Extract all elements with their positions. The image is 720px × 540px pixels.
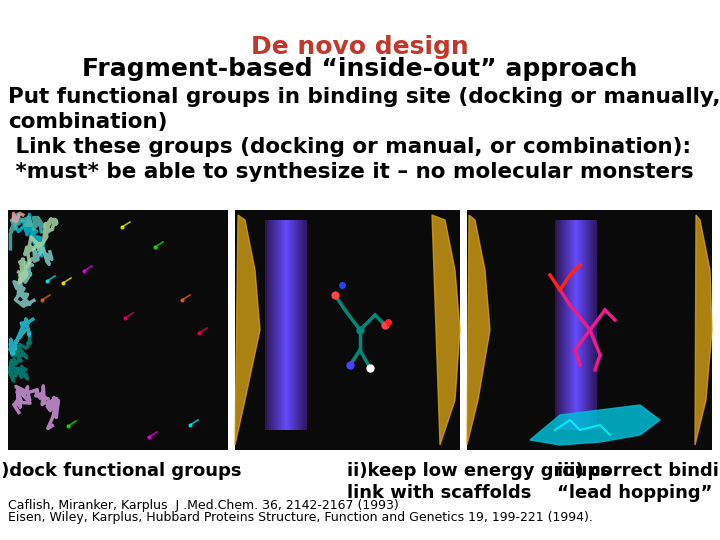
Text: De novo design: De novo design bbox=[251, 35, 469, 59]
Bar bbox=[585, 220, 589, 430]
Bar bbox=[301, 220, 305, 430]
Bar bbox=[277, 220, 281, 430]
Bar bbox=[567, 220, 571, 430]
Bar bbox=[571, 220, 575, 430]
Text: ii)keep low energy groups
link with scaffolds: ii)keep low energy groups link with scaf… bbox=[347, 462, 611, 502]
Bar bbox=[275, 220, 279, 430]
Bar bbox=[565, 220, 569, 430]
Polygon shape bbox=[432, 215, 460, 445]
Bar bbox=[303, 220, 307, 430]
Bar bbox=[8, 210, 228, 450]
Bar bbox=[295, 220, 299, 430]
Bar bbox=[593, 220, 597, 430]
Bar bbox=[591, 220, 595, 430]
Text: Link these groups (docking or manual, or combination):
 *must* be able to synthe: Link these groups (docking or manual, or… bbox=[8, 137, 693, 182]
Bar bbox=[273, 220, 277, 430]
Bar bbox=[569, 220, 573, 430]
Bar bbox=[579, 220, 583, 430]
Polygon shape bbox=[235, 215, 260, 445]
Bar bbox=[559, 220, 563, 430]
Bar bbox=[589, 220, 593, 430]
Text: Eisen, Wiley, Karplus, Hubbard Proteins Structure, Function and Genetics 19, 199: Eisen, Wiley, Karplus, Hubbard Proteins … bbox=[8, 511, 593, 524]
Bar bbox=[583, 220, 587, 430]
Bar bbox=[563, 220, 567, 430]
Bar bbox=[271, 220, 275, 430]
Text: Put functional groups in binding site (docking or manually, or
combination): Put functional groups in binding site (d… bbox=[8, 87, 720, 132]
Bar bbox=[281, 220, 285, 430]
Bar bbox=[283, 220, 287, 430]
Bar bbox=[269, 220, 273, 430]
Text: iii) correct binding site, but ≠ too;
“lead hopping”: iii) correct binding site, but ≠ too; “l… bbox=[557, 462, 720, 502]
Text: i)dock functional groups: i)dock functional groups bbox=[0, 462, 241, 480]
Polygon shape bbox=[467, 215, 490, 445]
Bar bbox=[285, 220, 289, 430]
Bar bbox=[573, 220, 577, 430]
Bar bbox=[467, 210, 712, 450]
Bar bbox=[555, 220, 559, 430]
Bar bbox=[287, 220, 291, 430]
Bar bbox=[297, 220, 301, 430]
Bar bbox=[267, 220, 271, 430]
Bar bbox=[577, 220, 581, 430]
Bar bbox=[299, 220, 303, 430]
Bar bbox=[289, 220, 293, 430]
Polygon shape bbox=[530, 405, 660, 445]
Bar bbox=[587, 220, 591, 430]
Bar bbox=[291, 220, 295, 430]
Bar bbox=[581, 220, 585, 430]
Text: Fragment-based “inside-out” approach: Fragment-based “inside-out” approach bbox=[82, 57, 638, 81]
Polygon shape bbox=[695, 215, 712, 445]
Bar bbox=[293, 220, 297, 430]
Bar bbox=[575, 220, 579, 430]
Bar bbox=[235, 210, 460, 450]
Text: Caflish, Miranker, Karplus  J .Med.Chem. 36, 2142-2167 (1993): Caflish, Miranker, Karplus J .Med.Chem. … bbox=[8, 499, 399, 512]
Bar bbox=[561, 220, 565, 430]
Bar bbox=[265, 220, 269, 430]
Bar bbox=[557, 220, 561, 430]
Bar bbox=[279, 220, 283, 430]
